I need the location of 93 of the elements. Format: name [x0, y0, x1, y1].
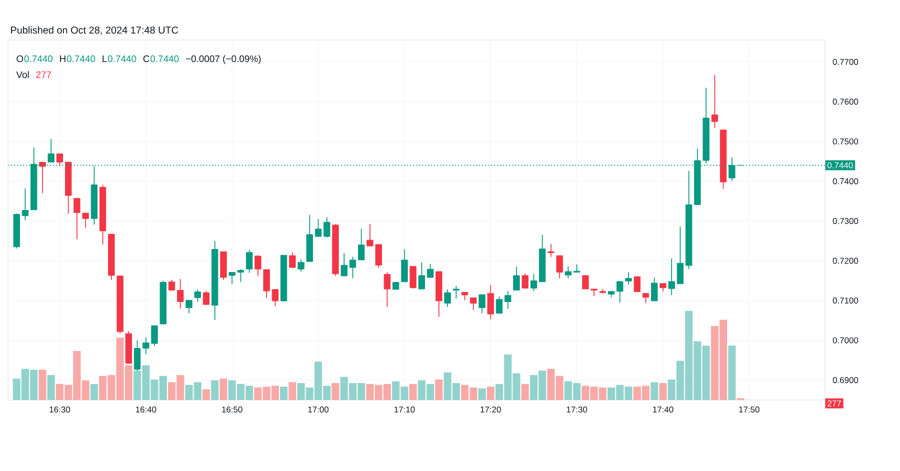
candlestick: [410, 266, 416, 290]
y-tick-label: 0.6900: [832, 377, 858, 384]
annotation: Vol: [16, 71, 29, 78]
candlestick: [246, 250, 253, 274]
annotation: 0.7440: [66, 55, 96, 62]
candlestick: [401, 248, 408, 282]
candlestick: [513, 266, 520, 291]
candlestick: [426, 264, 434, 278]
text: 277: [828, 400, 841, 406]
candlestick: [556, 255, 563, 279]
candlestick: [202, 290, 210, 306]
x-tick-label: 16:30: [50, 406, 70, 413]
candlestick: [324, 216, 330, 238]
bar: [435, 380, 443, 400]
candlestick: [470, 297, 477, 311]
candlestick: [358, 228, 365, 260]
x-tick-label: 17:20: [480, 406, 501, 413]
bar: [47, 375, 55, 400]
candlestick: [349, 256, 356, 279]
x-tick-label: 16:40: [136, 406, 156, 413]
x-tick-label: 16:50: [222, 406, 242, 413]
y-tick-label: 0.7600: [832, 98, 858, 105]
candlestick: [314, 218, 322, 237]
bar: [220, 378, 228, 400]
candlestick: [272, 288, 279, 307]
bar: [38, 370, 46, 400]
candlestick: [642, 292, 650, 304]
annotation: 0.7440: [108, 55, 136, 62]
bar: [409, 384, 417, 400]
x-tick-label: 17:40: [653, 406, 674, 413]
annotation: 0.7440: [24, 55, 53, 62]
bar: [486, 386, 494, 400]
y-tick-label: 0.7000: [832, 337, 858, 344]
bar: [211, 380, 219, 400]
annotation: −0.0007 (−0.09%): [186, 55, 261, 64]
bar: [90, 384, 98, 400]
candlestick: [444, 288, 451, 308]
bar: [288, 382, 296, 400]
candlestick: [289, 252, 296, 268]
candlestick: [228, 272, 236, 284]
y-tick-label: 0.7300: [832, 218, 858, 224]
bar: [650, 382, 658, 400]
y-tick-label: 0.7700: [832, 58, 858, 65]
bar: [332, 383, 340, 400]
annotation: O: [16, 55, 24, 62]
candlestick: [522, 273, 528, 289]
bar: [521, 384, 529, 400]
candlestick: [496, 296, 503, 315]
annotation: 277: [36, 71, 52, 78]
candlestick: [39, 162, 46, 194]
x-tick-label: 17:30: [566, 406, 588, 413]
candlestick: [298, 259, 304, 272]
bar: [659, 383, 667, 400]
candlestick: [668, 258, 675, 296]
candlestick: [384, 272, 391, 308]
candlestick: [237, 268, 244, 282]
candlestick: [530, 273, 538, 292]
annotation: C: [143, 55, 150, 62]
x-tick-label: 17:10: [394, 406, 415, 413]
candlestick: [504, 290, 512, 310]
x-tick-label: 17:50: [739, 406, 760, 413]
candlestick: [418, 262, 426, 290]
bar: [478, 388, 486, 400]
candlestick: [676, 226, 684, 284]
y-tick-label: 0.7500: [832, 138, 858, 144]
bar: [280, 386, 288, 400]
candlestick: [548, 244, 554, 258]
candlestick: [564, 266, 572, 279]
candlestick: [340, 252, 348, 278]
y-tick-label: 0.7400: [832, 178, 858, 184]
annotation: H: [60, 55, 66, 62]
annotation: 0.7440: [150, 55, 179, 62]
candlestick: [56, 153, 64, 166]
text: Published on Oct 28, 2024 17:48 UTC: [11, 26, 178, 35]
y-tick-label: 0.7200: [832, 258, 858, 264]
candlestick: [22, 188, 29, 221]
candlestick: [634, 275, 640, 292]
y-tick-label: 0.7100: [832, 298, 858, 304]
candlestick: [168, 279, 176, 291]
candlestick: [186, 300, 192, 314]
annotation: L: [102, 55, 107, 62]
candlestick: [452, 285, 460, 300]
candlestick: [478, 294, 486, 314]
bar: [728, 346, 736, 400]
candlestick: [651, 277, 658, 302]
x-tick-label: 17:00: [308, 406, 329, 413]
candlestick: [48, 138, 54, 163]
bar: [202, 389, 210, 400]
candlestick: [487, 284, 494, 320]
candlestick: [194, 288, 201, 302]
ref-line-label: 0.7440: [828, 162, 853, 168]
candlestick: [177, 278, 184, 309]
candlestick: [711, 74, 718, 128]
